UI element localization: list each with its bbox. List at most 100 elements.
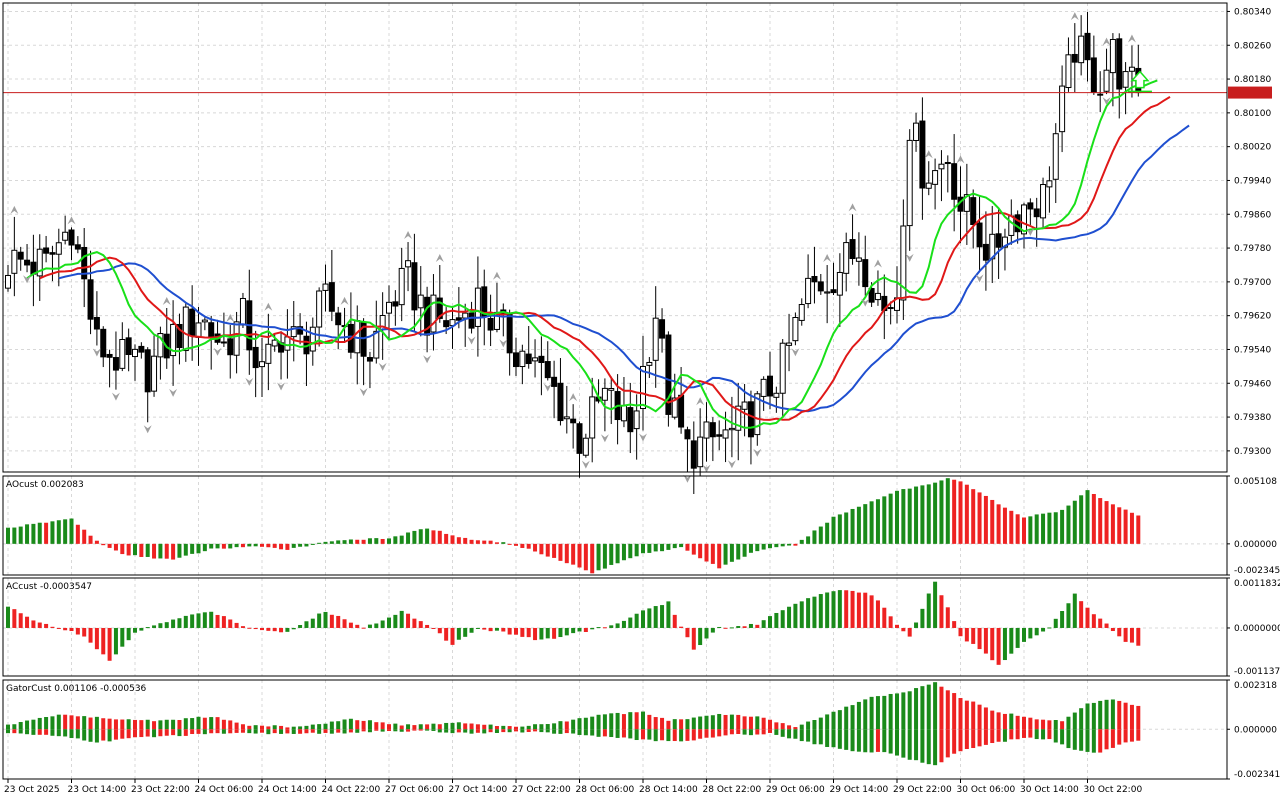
candle-body [652, 317, 659, 361]
candle-body [481, 286, 488, 317]
ac-histogram-bar [450, 627, 455, 645]
candle-bar [843, 232, 850, 292]
candle-bar [474, 256, 481, 357]
ao-histogram-bar [31, 523, 36, 544]
gator-lower-bar [990, 729, 995, 744]
gator-axis-label: 0.000000 [1234, 725, 1277, 735]
candle-bar [951, 134, 958, 232]
candle-body [290, 326, 297, 338]
price-axis-label: 0.79380 [1234, 413, 1271, 423]
ao-histogram-bar [787, 543, 792, 546]
candle-bar [36, 234, 43, 302]
gator-upper-bar [329, 721, 334, 730]
gator-lower-bar [240, 729, 245, 733]
gator-lower-bar [964, 729, 969, 750]
candle-body [1122, 71, 1129, 88]
fractal-down-marker [213, 347, 222, 356]
candle-bar [271, 333, 278, 352]
ac-histogram-bar [126, 627, 131, 641]
ao-histogram-bar [374, 538, 379, 544]
ac-histogram-bar [647, 608, 652, 628]
ao-histogram-bar [704, 543, 709, 562]
ac-histogram-bar [444, 627, 449, 641]
gator-upper-bar [793, 727, 798, 730]
fractal-down-marker [499, 339, 508, 348]
gator-lower-bar [202, 729, 207, 735]
candle-bar [55, 228, 62, 287]
ao-histogram-bar [844, 512, 849, 544]
ac-histogram-bar [545, 627, 550, 639]
candle-body [601, 387, 608, 401]
gator-lower-bar [818, 729, 823, 745]
ac-histogram-bar [196, 613, 201, 628]
gator-upper-bar [56, 714, 61, 730]
candle-body [786, 342, 793, 346]
candle-bar [68, 227, 75, 261]
gator-lower-bar [12, 729, 17, 734]
gator-lower-bar [882, 729, 887, 753]
candle-bar [779, 339, 786, 419]
ao-histogram-bar [1110, 504, 1115, 544]
gator-lower-bar [831, 729, 836, 748]
ac-histogram-bar [850, 590, 855, 628]
ac-histogram-bar [996, 627, 1001, 665]
gator-lower-bar [793, 729, 798, 739]
gator-upper-bar [228, 720, 233, 730]
ac-histogram-bar [88, 627, 93, 643]
candle-body [5, 274, 11, 289]
candle-body [557, 382, 564, 422]
ao-histogram-bar [628, 543, 633, 559]
gator-upper-bar [850, 705, 855, 730]
ac-histogram-bar [342, 619, 347, 628]
gator-upper-bar [539, 724, 544, 730]
candle-body [201, 319, 208, 323]
fractal-up-marker [162, 296, 171, 305]
price-axis-label: 0.79780 [1234, 244, 1271, 254]
gator-lower-bar [1104, 729, 1109, 750]
fractal-down-marker [702, 464, 711, 473]
ao-histogram-bar [558, 543, 563, 561]
ao-histogram-bar [952, 479, 957, 544]
ao-histogram-bar [196, 543, 201, 554]
candle-bar [525, 326, 532, 369]
gator-upper-bar [469, 723, 474, 730]
ac-histogram-bar [856, 592, 861, 628]
candle-body [233, 321, 240, 356]
gator-upper-bar [240, 724, 245, 730]
ac-histogram-bar [1098, 618, 1103, 628]
candle-body [252, 346, 259, 369]
ao-histogram-bar [279, 543, 284, 550]
gator-upper-bar [812, 720, 817, 730]
gator-lower-bar [920, 729, 925, 763]
ac-histogram-bar [482, 627, 487, 630]
candle-bar [436, 265, 443, 323]
ac-histogram-bar [1123, 627, 1128, 642]
ao-histogram-bar [380, 538, 385, 544]
ao-histogram-bar [177, 543, 182, 558]
gator-lower-bar [812, 729, 817, 745]
ao-histogram-bar [685, 543, 690, 551]
candle-body [640, 365, 646, 410]
candle-body [951, 163, 958, 200]
gator-lower-bar [825, 729, 830, 747]
ao-histogram-bar [507, 543, 512, 545]
ao-histogram-bar [202, 543, 207, 552]
ac-histogram-bar [615, 623, 620, 628]
candle-body [392, 301, 399, 307]
gator-lower-bar [1098, 729, 1103, 753]
fractal-up-marker [1127, 34, 1136, 43]
ac-histogram-bar [831, 591, 836, 628]
ao-histogram-bar [596, 543, 601, 571]
ao-histogram-bar [37, 522, 42, 544]
ao-histogram-bar [425, 528, 430, 544]
ac-histogram-bar [1047, 627, 1052, 629]
ao-histogram-bar [171, 543, 176, 560]
time-axis-label: 23 Oct 22:00 [131, 785, 190, 795]
gator-lower-bar [761, 729, 766, 735]
candle-bar [1128, 45, 1135, 98]
main-pane [3, 10, 1227, 495]
gator-lower-bar [469, 729, 474, 734]
ac-histogram-bar [1079, 601, 1084, 628]
ac-histogram-bar [863, 592, 868, 628]
price-axis-label: 0.79940 [1234, 176, 1271, 186]
